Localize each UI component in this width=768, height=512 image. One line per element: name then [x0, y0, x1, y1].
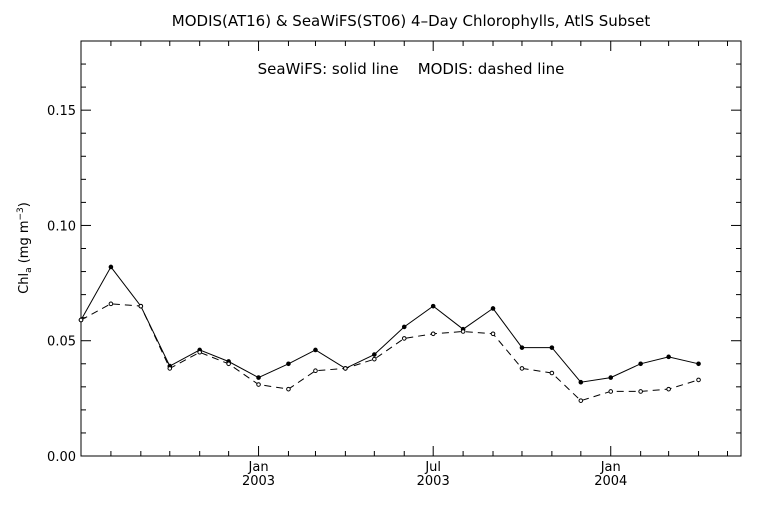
data-point-seawifs: [313, 347, 318, 353]
data-point-seawifs: [519, 345, 525, 350]
data-point-modis: [401, 336, 407, 341]
y-tick-label: 0.15: [47, 104, 76, 119]
x-tick-label-year: 2003: [417, 474, 450, 489]
data-point-seawifs: [696, 361, 701, 367]
x-tick-label-month: Jan: [248, 460, 269, 475]
x-tick-label-month: Jul: [424, 460, 441, 475]
data-point-modis: [578, 398, 584, 403]
data-point-seawifs: [286, 361, 291, 367]
data-point-seawifs: [666, 354, 671, 360]
y-tick-label: 0.05: [47, 335, 76, 350]
data-point-seawifs: [401, 324, 407, 330]
chart-annotation: SeaWiFS: solid line MODIS: dashed line: [258, 60, 565, 78]
data-point-modis: [430, 331, 436, 337]
data-point-modis: [343, 366, 348, 371]
y-tick-label: 0.10: [47, 219, 76, 234]
plot-frame: [80, 40, 742, 457]
x-tick-label-year: 2003: [242, 474, 275, 489]
data-point-modis: [256, 382, 261, 387]
y-axis-label-sub: a: [24, 267, 34, 273]
data-point-modis: [138, 303, 144, 309]
data-point-modis: [460, 329, 466, 334]
series-line-seawifs: [80, 265, 699, 383]
series-line-modis: [80, 303, 699, 402]
data-point-modis: [608, 389, 614, 394]
data-point-modis: [638, 389, 643, 394]
data-point-modis: [372, 356, 377, 362]
y-axis-label-sup: −3: [16, 207, 26, 220]
data-point-modis: [490, 331, 496, 337]
data-point-seawifs: [108, 264, 114, 270]
y-tick-label: 0.00: [47, 450, 76, 465]
y-axis-label: Chla (mg m−3): [16, 202, 34, 294]
y-axis: 0.00 0.05 0.10 0.15: [47, 40, 741, 465]
y-axis-label-base: Chl: [17, 273, 32, 294]
data-point-modis: [108, 301, 114, 307]
data-point-seawifs: [490, 306, 496, 311]
x-tick-label-month: Jan: [600, 460, 621, 475]
data-point-seawifs: [372, 352, 377, 357]
y-axis-label-unit: (mg m: [17, 220, 32, 267]
data-point-seawifs: [256, 375, 261, 380]
data-point-seawifs: [608, 375, 614, 380]
data-point-modis: [197, 349, 202, 355]
data-point-modis: [519, 366, 525, 371]
data-point-modis: [78, 317, 84, 323]
data-point-modis: [666, 386, 671, 392]
data-point-modis: [167, 366, 173, 371]
chart-title: MODIS(AT16) & SeaWiFS(ST06) 4–Day Chloro…: [172, 12, 651, 30]
data-point-modis: [286, 386, 291, 392]
data-point-seawifs: [638, 361, 643, 367]
data-point-modis: [313, 368, 318, 373]
data-point-seawifs: [549, 345, 555, 350]
data-point-seawifs: [430, 303, 436, 309]
series-layer: [78, 264, 701, 403]
data-point-seawifs: [578, 379, 584, 385]
data-point-modis: [226, 361, 231, 367]
y-axis-label-close: ): [17, 202, 32, 207]
x-tick-label-year: 2004: [594, 474, 627, 489]
data-point-modis: [549, 370, 555, 376]
data-point-modis: [696, 377, 701, 383]
